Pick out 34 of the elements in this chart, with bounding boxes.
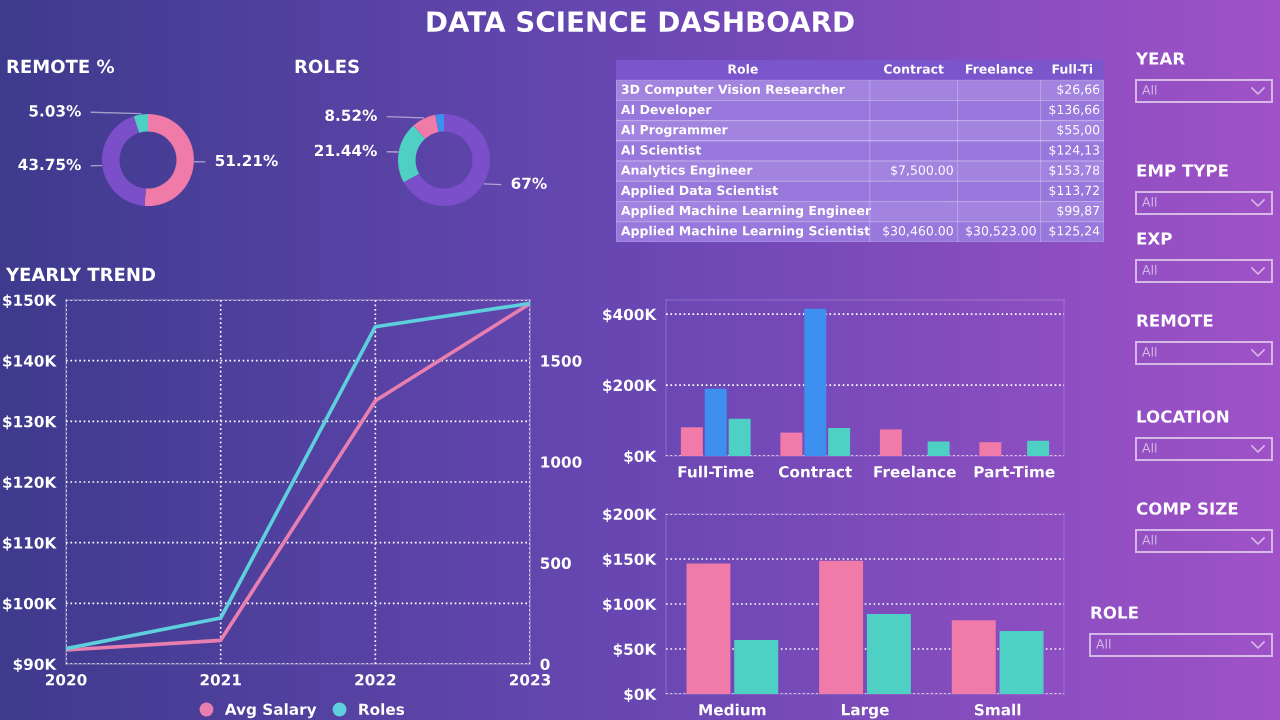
bar bbox=[680, 427, 703, 456]
bar bbox=[728, 418, 751, 456]
bar bbox=[979, 442, 1002, 456]
donut-slice bbox=[144, 113, 194, 207]
bar bbox=[704, 388, 727, 456]
category-label: ROLE bbox=[1091, 606, 1138, 619]
text: DATA SCIENCE DASHBOARD bbox=[427, 11, 854, 33]
bar bbox=[780, 432, 803, 456]
bar bbox=[804, 308, 827, 456]
category-label: REMOTE bbox=[1137, 314, 1213, 327]
bar bbox=[686, 563, 731, 694]
donut-slice bbox=[133, 113, 148, 133]
bar bbox=[879, 429, 902, 456]
category-label: LOCATION bbox=[1137, 410, 1229, 423]
category-label: YEAR bbox=[1135, 52, 1185, 65]
chart-title: ROLES bbox=[295, 59, 359, 74]
bar bbox=[866, 613, 911, 694]
bar bbox=[828, 427, 851, 456]
donut-slice bbox=[435, 113, 444, 132]
bar bbox=[1027, 440, 1050, 456]
chart-title: YEARLY TREND bbox=[5, 267, 156, 281]
bar bbox=[999, 631, 1044, 694]
category-label: EXP bbox=[1137, 232, 1172, 245]
category-label: COMP SIZE bbox=[1136, 502, 1238, 515]
category-label: EMP TYPE bbox=[1137, 164, 1228, 177]
donut-slice bbox=[413, 114, 439, 139]
donut-slice bbox=[398, 125, 426, 183]
bar bbox=[927, 441, 950, 456]
donut-slice bbox=[403, 113, 490, 207]
bar bbox=[734, 640, 779, 694]
bar bbox=[819, 560, 864, 694]
bar bbox=[951, 620, 996, 694]
donut-slice bbox=[102, 116, 146, 206]
chart-title: REMOTE % bbox=[7, 59, 115, 74]
